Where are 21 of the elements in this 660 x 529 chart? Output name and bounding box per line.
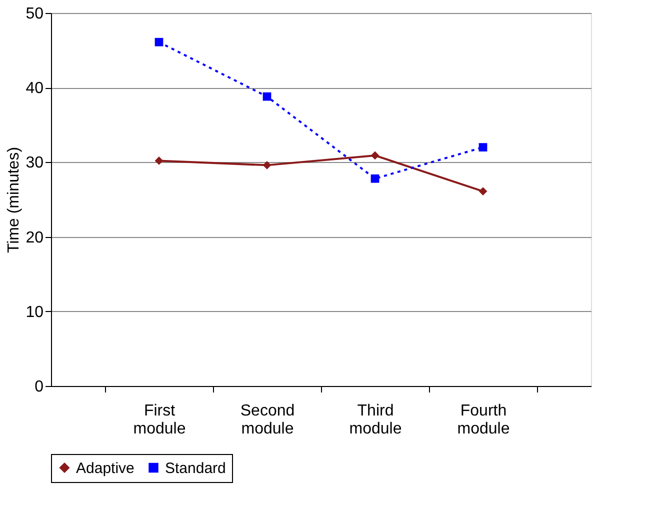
point [154,38,164,46]
point [262,92,272,101]
y-tick-label: 30 [26,154,44,172]
point [262,161,272,170]
y-tick-label: 0 [34,378,44,396]
point [370,151,380,160]
x-tick-label: Second module [240,402,295,438]
y-axis-title: Time (minutes) [6,146,23,254]
y-tick-label: 40 [26,80,44,98]
y-tick-label: 20 [26,229,44,246]
point [478,187,488,196]
point [154,156,164,165]
y-tick-label: 10 [26,304,44,321]
legend-label: Adaptive [76,460,134,477]
point [478,143,488,152]
point [370,174,380,183]
x-tick-label: Fourth module [457,402,510,438]
legend-label: Standard [165,460,226,477]
y-tick-label: 50 [26,6,44,22]
x-tick-label: First module [133,402,186,438]
x-tick-label: Third module [349,402,402,438]
